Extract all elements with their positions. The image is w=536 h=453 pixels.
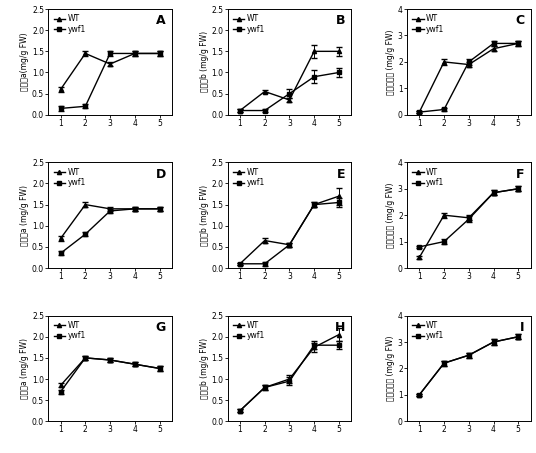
Text: H: H <box>334 321 345 334</box>
Legend: WT, ywf1: WT, ywf1 <box>411 319 446 342</box>
Y-axis label: 叶绿素a (mg/g FW): 叶绿素a (mg/g FW) <box>20 338 29 399</box>
Y-axis label: 叶绿素a (mg/g FW): 叶绿素a (mg/g FW) <box>20 185 29 246</box>
Y-axis label: 叶绿素总量 (mg/g FW): 叶绿素总量 (mg/g FW) <box>386 183 395 248</box>
Y-axis label: 叶绿素总量 (mg/g FW): 叶绿素总量 (mg/g FW) <box>386 336 395 401</box>
Text: B: B <box>336 14 345 27</box>
Y-axis label: 叶绿素a(mg/g FW): 叶绿素a(mg/g FW) <box>20 33 29 91</box>
Legend: WT, ywf1: WT, ywf1 <box>232 13 266 35</box>
Text: A: A <box>156 14 166 27</box>
Legend: WT, ywf1: WT, ywf1 <box>232 166 266 189</box>
Y-axis label: 叶绿素b (mg/g FW): 叶绿素b (mg/g FW) <box>199 338 209 399</box>
Text: I: I <box>520 321 524 334</box>
Y-axis label: 叶绿素总量 (mg/g FW): 叶绿素总量 (mg/g FW) <box>386 29 395 95</box>
Legend: WT, ywf1: WT, ywf1 <box>411 13 446 35</box>
Legend: WT, ywf1: WT, ywf1 <box>52 13 87 35</box>
Text: C: C <box>515 14 524 27</box>
Legend: WT, ywf1: WT, ywf1 <box>411 166 446 189</box>
Y-axis label: 叶绿素b (mg/g FW): 叶绿素b (mg/g FW) <box>199 185 209 246</box>
Text: E: E <box>337 168 345 181</box>
Text: G: G <box>155 321 166 334</box>
Y-axis label: 叶绿素b (mg/g FW): 叶绿素b (mg/g FW) <box>199 31 209 92</box>
Text: D: D <box>155 168 166 181</box>
Text: F: F <box>516 168 524 181</box>
Legend: WT, ywf1: WT, ywf1 <box>52 319 87 342</box>
Legend: WT, ywf1: WT, ywf1 <box>232 319 266 342</box>
Legend: WT, ywf1: WT, ywf1 <box>52 166 87 189</box>
